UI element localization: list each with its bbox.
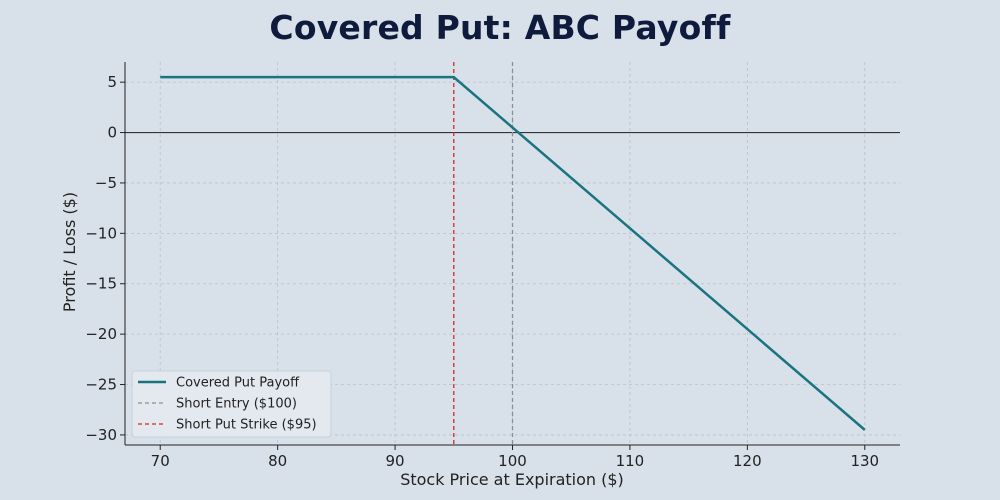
x-tick-label: 90 <box>386 452 405 470</box>
y-tick-label: −5 <box>95 174 117 192</box>
legend-label-strike: Short Put Strike ($95) <box>176 418 317 433</box>
y-tick-label: −10 <box>85 224 117 242</box>
y-tick-label: −30 <box>85 426 117 444</box>
reference-lines <box>125 62 900 445</box>
chart-title: Covered Put: ABC Payoff <box>269 8 731 47</box>
x-tick-label: 110 <box>616 452 645 470</box>
x-tick-label: 70 <box>151 452 170 470</box>
x-tick-label: 130 <box>850 452 879 470</box>
legend: Covered Put Payoff Short Entry ($100) Sh… <box>131 370 332 438</box>
y-tick-label: 5 <box>107 73 117 91</box>
axes <box>120 62 900 450</box>
y-tick-label: −15 <box>85 275 117 293</box>
x-tick-label: 120 <box>733 452 762 470</box>
legend-label-payoff: Covered Put Payoff <box>176 376 300 391</box>
x-tick-label: 100 <box>498 452 527 470</box>
payoff-line <box>160 75 866 431</box>
tick-labels: 70 80 90 100 110 120 130 5 0 −5 −10 −15 −20 −25 −30 <box>85 73 879 470</box>
series <box>160 75 866 431</box>
y-tick-label: 0 <box>107 124 117 142</box>
y-tick-label: −25 <box>85 376 117 394</box>
legend-box <box>131 370 332 438</box>
y-tick-label: −20 <box>85 325 117 343</box>
legend-label-entry: Short Entry ($100) <box>176 397 297 412</box>
y-axis-label: Profit / Loss ($) <box>60 192 79 312</box>
x-axis-label: Stock Price at Expiration ($) <box>400 470 624 489</box>
x-tick-label: 80 <box>268 452 287 470</box>
